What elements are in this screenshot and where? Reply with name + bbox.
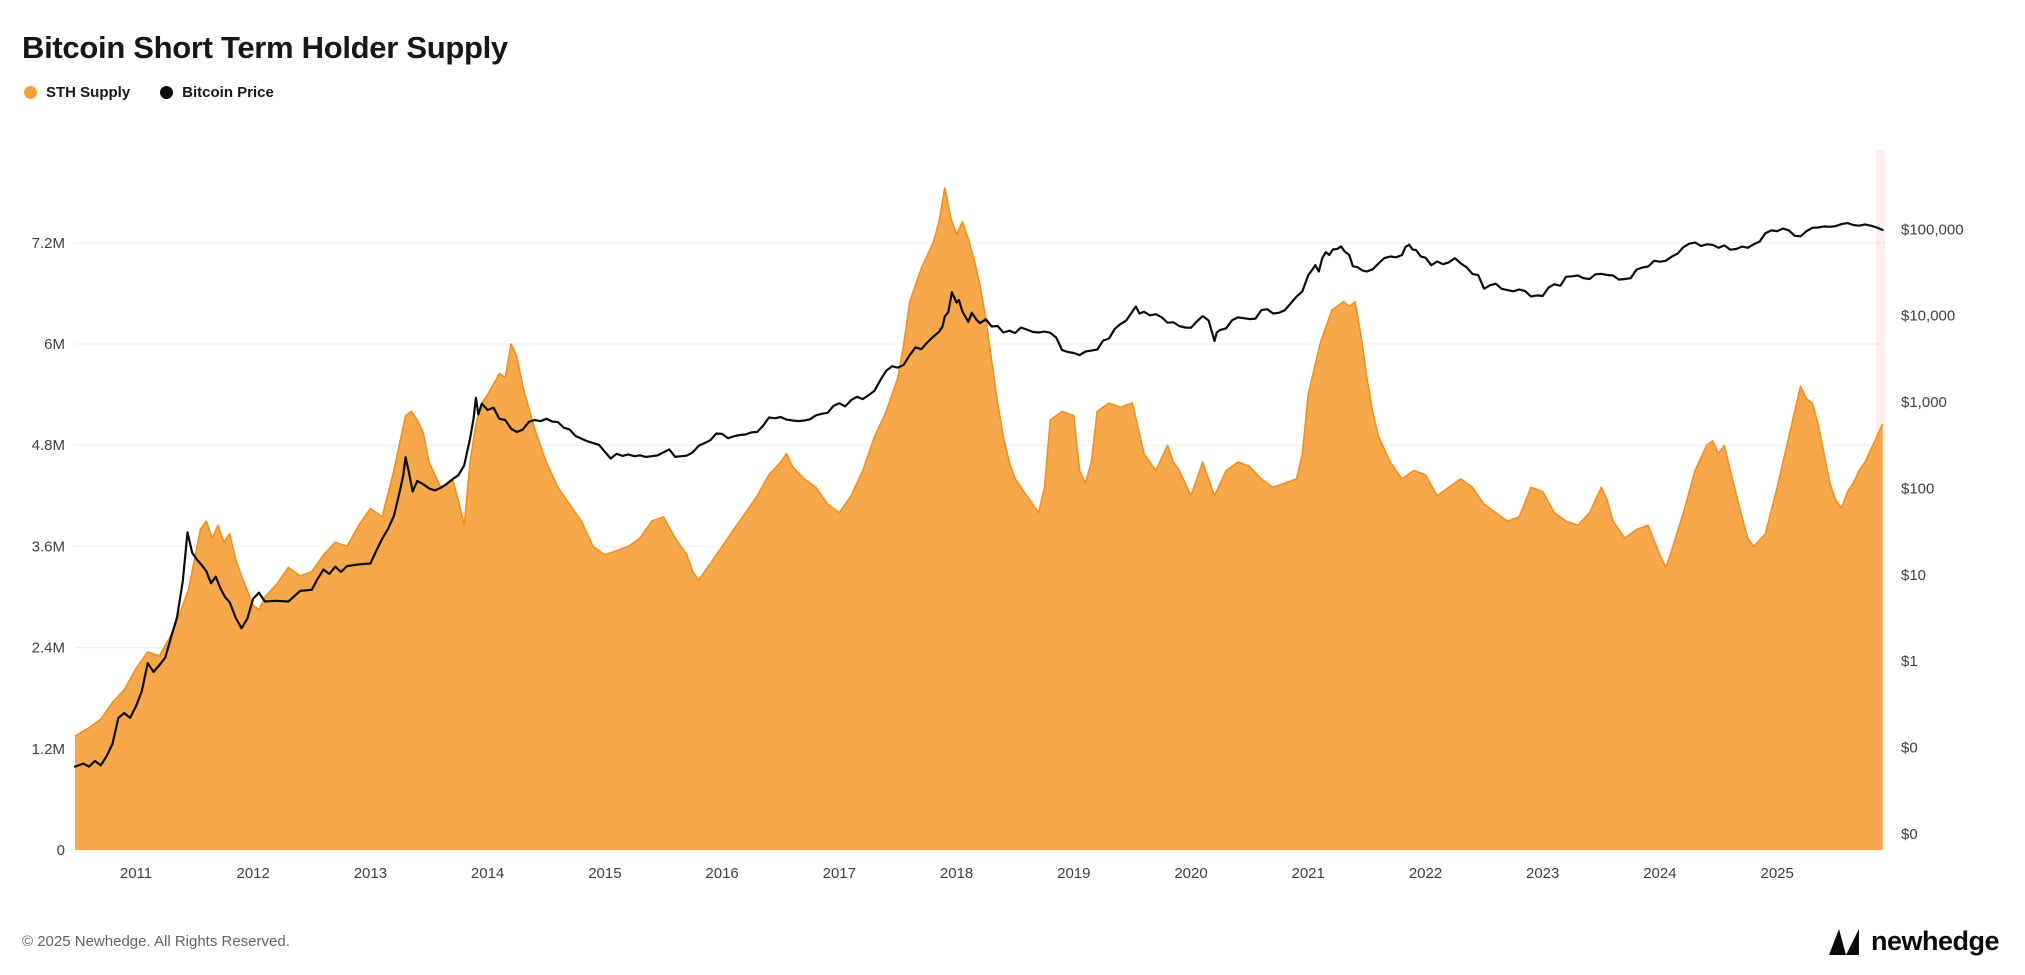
- left-axis-tick-label: 7.2M: [32, 235, 65, 252]
- x-axis-tick-label: 2015: [588, 865, 621, 882]
- legend-item-sth-supply[interactable]: STH Supply: [24, 84, 130, 101]
- legend-label-bitcoin-price: Bitcoin Price: [182, 83, 274, 101]
- sth-supply-area: [75, 188, 1883, 850]
- bitcoin-price-dot-icon: [160, 85, 174, 99]
- left-axis-tick-label: 3.6M: [32, 538, 65, 555]
- left-axis-tick-label: 6M: [44, 336, 65, 353]
- x-axis-tick-label: 2021: [1292, 865, 1325, 882]
- right-axis-tick-label: $10: [1901, 567, 1926, 584]
- right-axis-tick-label: $100,000: [1901, 221, 1964, 238]
- newhedge-logo: newhedge: [1827, 926, 2000, 957]
- bitcoin-price-line: [73, 222, 1884, 768]
- left-axis-tick-label: 2.4M: [32, 640, 65, 657]
- x-axis-tick-label: 2020: [1174, 865, 1207, 882]
- legend-item-bitcoin-price[interactable]: Bitcoin Price: [160, 84, 274, 101]
- sth-supply-area-edge: [74, 187, 1884, 737]
- left-axis-tick-label: 0: [57, 842, 65, 859]
- right-axis-tick-label: $10,000: [1901, 308, 1955, 325]
- x-axis-tick-label: 2016: [705, 865, 738, 882]
- right-axis-tick-label: $1,000: [1901, 394, 1947, 411]
- legend: STH Supply Bitcoin Price: [24, 82, 2005, 102]
- right-axis-tick-label: $0: [1901, 826, 1918, 843]
- x-axis-tick-label: 2012: [237, 865, 270, 882]
- left-axis-tick-label: 4.8M: [32, 437, 65, 454]
- chart-area[interactable]: 0 1.2M 2.4M 3.6M 4.8M 6M 7.2M $100,000 $10,000 $1…: [20, 136, 2005, 906]
- x-axis-tick-label: 2014: [471, 865, 504, 882]
- right-axis-tick-label: $1: [1901, 653, 1918, 670]
- x-axis-tick-label: 2022: [1409, 865, 1442, 882]
- x-axis-tick-label: 2024: [1643, 865, 1676, 882]
- right-axis-tick-label: $100: [1901, 480, 1934, 497]
- left-axis-tick-label: 1.2M: [32, 741, 65, 758]
- supply-price-chart[interactable]: 0 1.2M 2.4M 3.6M 4.8M 6M 7.2M $100,000 $10,000 $1…: [20, 136, 2005, 906]
- x-axis-tick-label: 2011: [120, 865, 152, 882]
- newhedge-logo-mark-icon: [1828, 928, 1859, 955]
- chart-header: Bitcoin Short Term Holder Supply STH Sup…: [20, 30, 2005, 102]
- right-axis-tick-label: $0: [1901, 740, 1918, 757]
- x-axis-tick-label: 2025: [1761, 865, 1794, 882]
- x-axis-tick-label: 2018: [940, 865, 973, 882]
- legend-label-sth-supply: STH Supply: [46, 83, 131, 101]
- page-title: Bitcoin Short Term Holder Supply: [22, 30, 508, 65]
- x-axis-tick-label: 2023: [1526, 865, 1559, 882]
- brand-name: newhedge: [1870, 926, 2000, 956]
- x-axis-tick-label: 2013: [354, 865, 387, 882]
- sth-supply-dot-icon: [24, 85, 37, 99]
- copyright-text: © 2025 Newhedge. All Rights Reserved.: [22, 933, 290, 950]
- x-axis-tick-label: 2019: [1057, 865, 1090, 882]
- x-axis-tick-label: 2017: [823, 865, 856, 882]
- footer: © 2025 Newhedge. All Rights Reserved. ne…: [20, 926, 2005, 967]
